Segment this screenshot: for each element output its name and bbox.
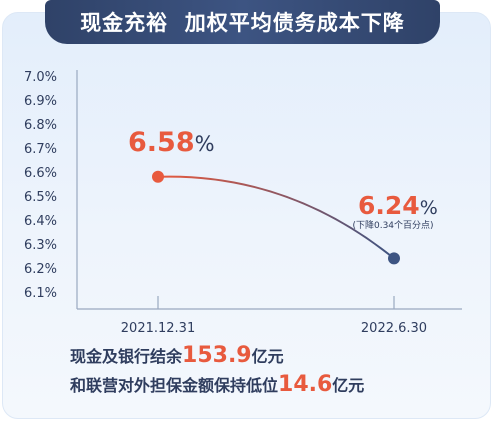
y-tick-label: 6.7%	[24, 142, 57, 157]
y-tick-label: 6.5%	[24, 190, 57, 205]
summary-guarantee: 和联营对外担保金额保持低位14.6亿元	[70, 372, 364, 397]
y-tick-label: 6.4%	[24, 214, 57, 229]
data-label-note: (下降0.34个百分点)	[352, 219, 433, 231]
x-tick-label: 2022.6.30	[361, 321, 427, 336]
data-point	[152, 170, 164, 183]
summary-guarantee-value: 14.6	[278, 372, 333, 397]
summary-cash-prefix: 现金及银行结余	[70, 347, 183, 366]
summary-guarantee-prefix: 和联营对外担保金额保持低位	[70, 376, 279, 395]
data-point	[388, 252, 400, 265]
summary-cash-value: 153.9	[182, 343, 252, 368]
y-tick-label: 7.0%	[24, 70, 57, 85]
data-label: 6.24%	[358, 191, 438, 220]
y-tick-label: 6.6%	[24, 166, 57, 181]
y-tick-label: 6.3%	[24, 238, 57, 253]
banner-title: 现金充裕 加权平均债务成本下降	[45, 0, 440, 44]
data-label: 6.58%	[128, 127, 215, 158]
chart-card	[2, 12, 491, 419]
x-tick-label: 2021.12.31	[121, 321, 195, 336]
y-tick-label: 6.9%	[24, 94, 57, 109]
series-line	[157, 175, 395, 260]
summary-cash-suffix: 亿元	[251, 347, 284, 366]
y-tick-label: 6.8%	[24, 118, 57, 133]
summary-guarantee-suffix: 亿元	[332, 376, 365, 395]
y-tick-label: 6.1%	[24, 286, 57, 301]
y-tick-label: 6.2%	[24, 262, 57, 277]
summary-cash: 现金及银行结余153.9亿元	[70, 343, 284, 368]
